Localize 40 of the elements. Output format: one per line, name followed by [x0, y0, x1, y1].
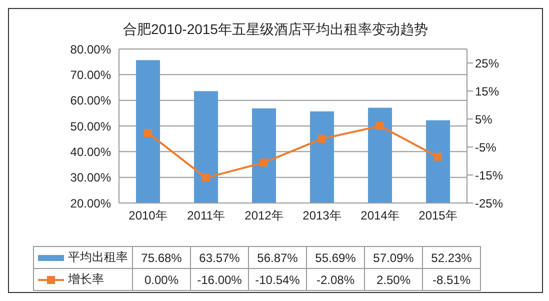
point — [318, 134, 326, 143]
y-tick-label: 70.00% — [70, 68, 112, 82]
legend-label: 增长率 — [68, 271, 104, 288]
data-label: -8.51% — [422, 268, 480, 290]
y-tick-label: 50.00% — [70, 119, 112, 134]
data-label: 55.69% — [306, 246, 364, 268]
data-label: 57.09% — [364, 246, 422, 268]
y-tick-label: 30.00% — [70, 170, 112, 185]
x-tick-label: 2011年 — [187, 208, 225, 223]
y-tick-label: 60.00% — [70, 94, 112, 108]
data-label: -16.00% — [190, 268, 248, 290]
data-label: 0.00% — [132, 268, 190, 290]
point — [144, 129, 152, 137]
y2-tick-label: 5% — [475, 112, 493, 126]
data-label: -2.08% — [306, 268, 364, 290]
y2-tick-label: -5% — [475, 140, 497, 154]
y2-tick-label: 25% — [475, 56, 500, 70]
y2-tick-label: -15% — [475, 168, 504, 182]
point — [202, 174, 210, 182]
data-label: -10.54% — [248, 268, 306, 290]
data-label: 52.23% — [422, 246, 480, 268]
point — [260, 158, 268, 167]
y-tick-label: 80.00% — [70, 42, 112, 56]
point — [434, 152, 442, 161]
y-tick-label: 40.00% — [70, 144, 112, 159]
point — [376, 122, 384, 130]
data-label: 75.68% — [132, 246, 190, 268]
x-tick-label: 2012年 — [244, 208, 284, 223]
x-tick-label: 2013年 — [302, 208, 342, 223]
legend-label: 平均出租率 — [68, 249, 128, 266]
x-tick-label: 2010年 — [128, 208, 168, 223]
y2-tick-label: 15% — [475, 84, 500, 98]
chart-title: 合肥2010-2015年五星级酒店平均出租率变动趋势 — [122, 21, 429, 39]
x-tick-label: 2014年 — [360, 208, 400, 223]
y-tick-label: 20.00% — [70, 196, 112, 210]
y2-tick-label: -25% — [475, 196, 504, 210]
data-label: 63.57% — [190, 246, 248, 268]
data-label: 56.87% — [248, 246, 306, 268]
data-label: 2.50% — [364, 268, 422, 290]
x-tick-label: 2015年 — [418, 208, 458, 223]
